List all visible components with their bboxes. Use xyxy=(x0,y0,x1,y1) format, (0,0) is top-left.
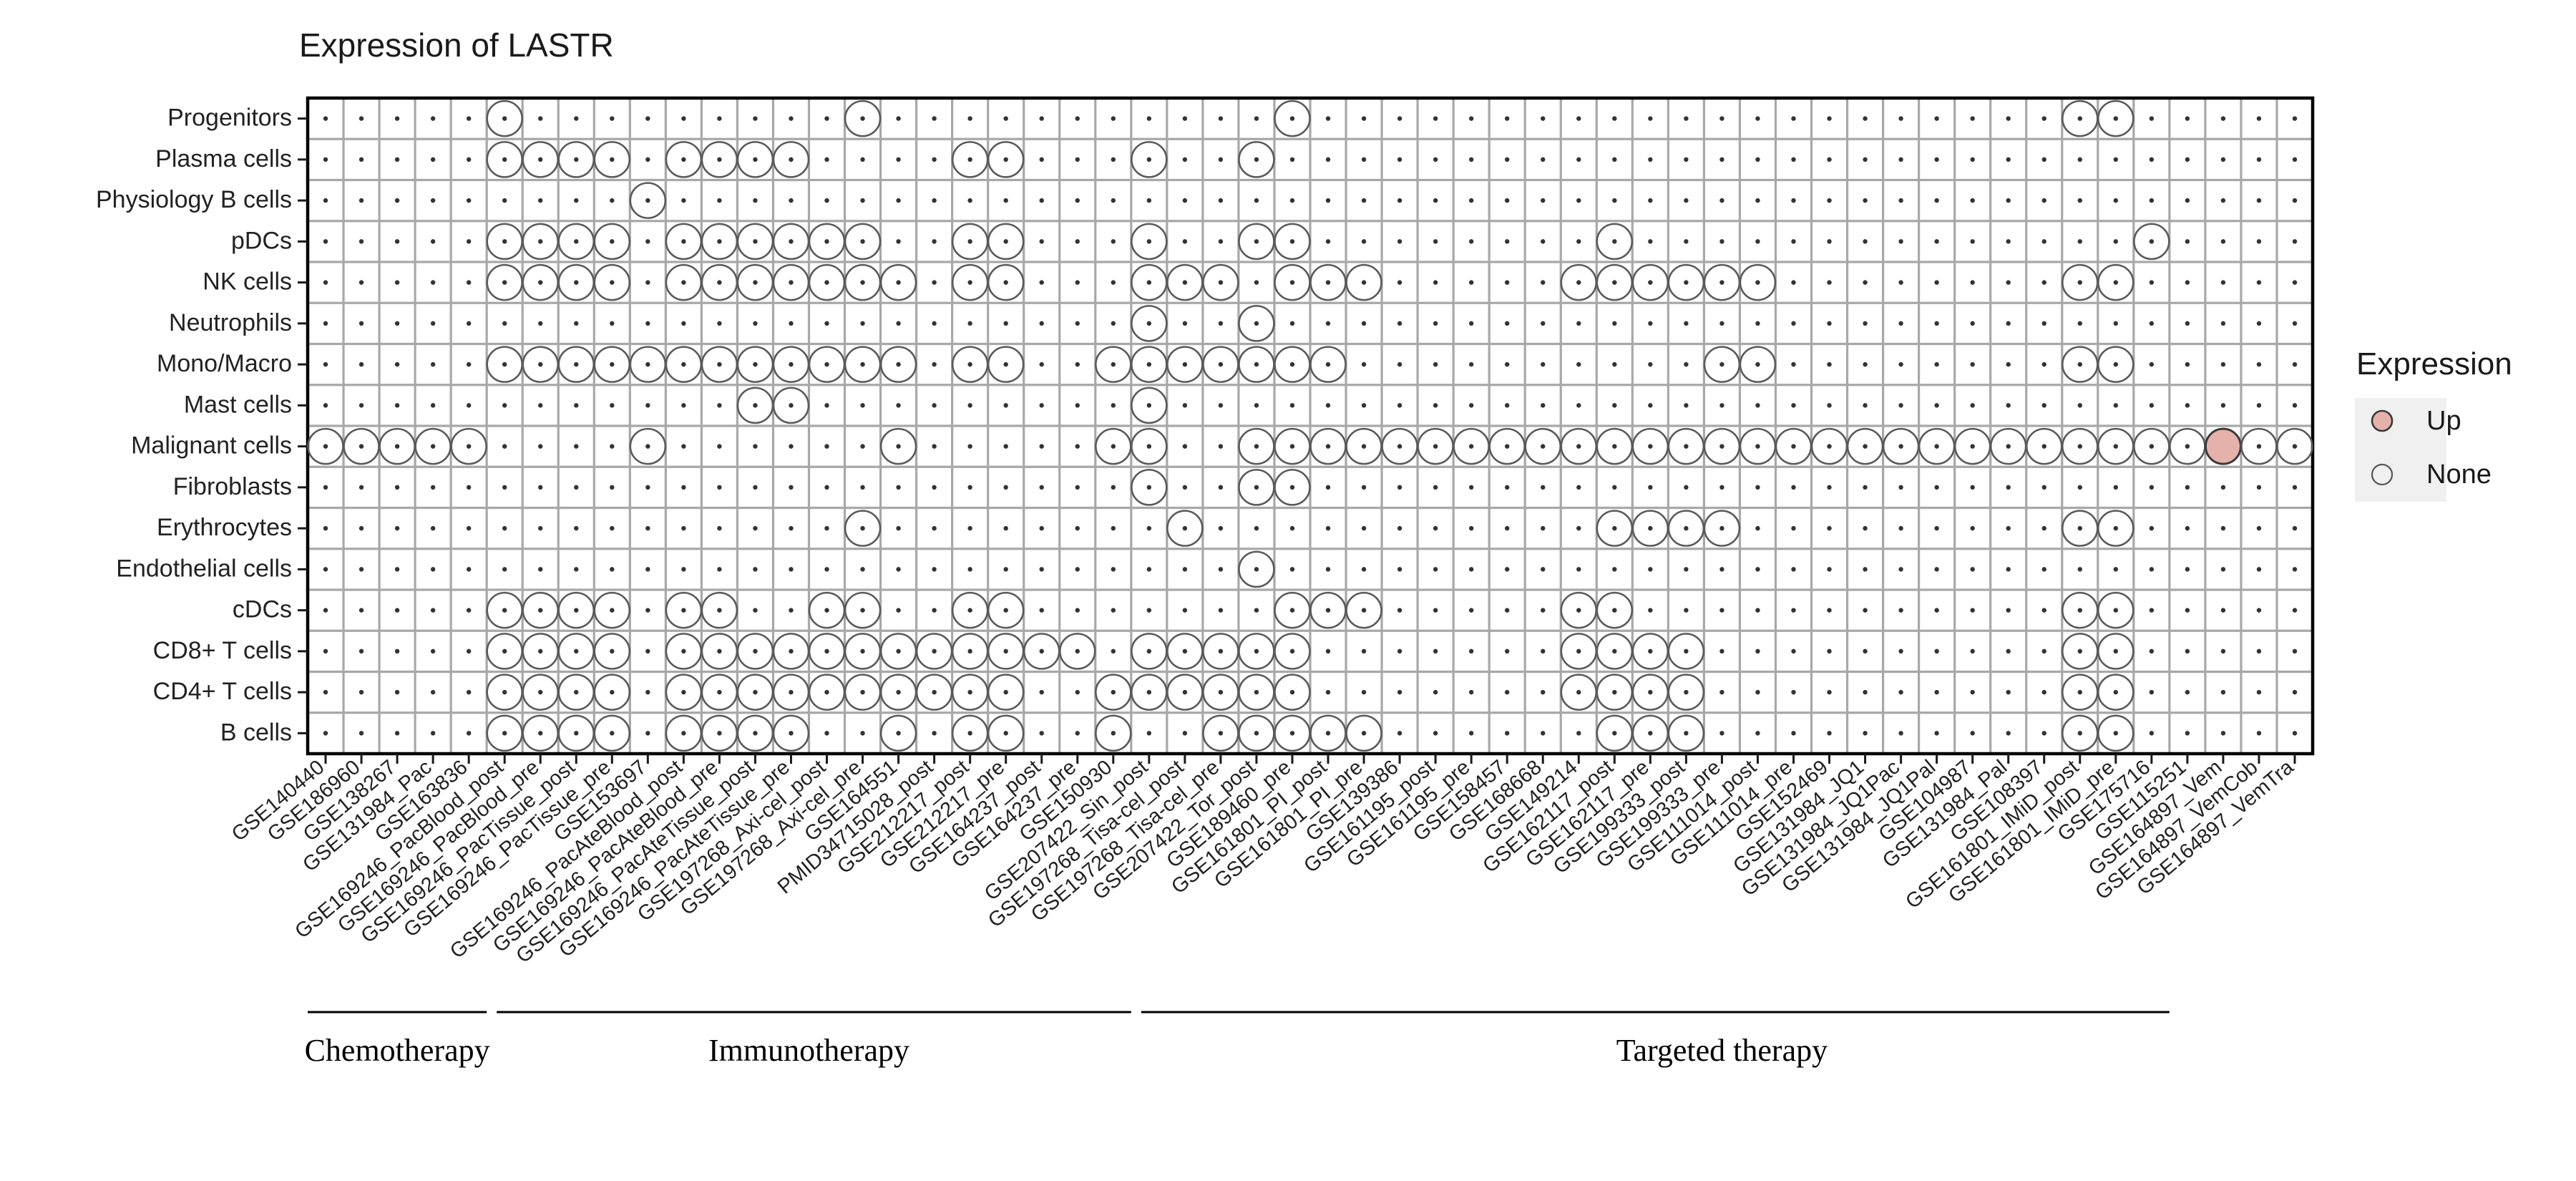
svg-text:Mono/Macro: Mono/Macro xyxy=(157,350,292,377)
svg-text:Expression: Expression xyxy=(2356,346,2512,381)
svg-text:Plasma cells: Plasma cells xyxy=(155,145,292,172)
svg-text:Up: Up xyxy=(2426,406,2462,436)
svg-text:Fibroblasts: Fibroblasts xyxy=(173,473,292,500)
svg-text:None: None xyxy=(2426,460,2492,490)
svg-text:B cells: B cells xyxy=(220,719,292,746)
svg-text:Neutrophils: Neutrophils xyxy=(169,309,292,336)
svg-text:Progenitors: Progenitors xyxy=(167,105,292,132)
svg-text:Chemotherapy: Chemotherapy xyxy=(305,1033,490,1068)
svg-text:Targeted therapy: Targeted therapy xyxy=(1616,1033,1828,1068)
svg-text:CD4+ T cells: CD4+ T cells xyxy=(153,678,292,705)
svg-text:cDCs: cDCs xyxy=(233,596,292,623)
svg-text:Physiology B cells: Physiology B cells xyxy=(96,186,292,213)
svg-text:Immunotherapy: Immunotherapy xyxy=(708,1033,909,1068)
svg-text:CD8+ T cells: CD8+ T cells xyxy=(153,637,292,664)
svg-text:Malignant cells: Malignant cells xyxy=(131,432,292,460)
svg-text:pDCs: pDCs xyxy=(231,227,292,254)
svg-text:Mast cells: Mast cells xyxy=(184,391,292,418)
svg-text:Erythrocytes: Erythrocytes xyxy=(157,514,292,541)
svg-text:NK cells: NK cells xyxy=(203,268,292,296)
svg-text:Endothelial cells: Endothelial cells xyxy=(116,555,292,582)
